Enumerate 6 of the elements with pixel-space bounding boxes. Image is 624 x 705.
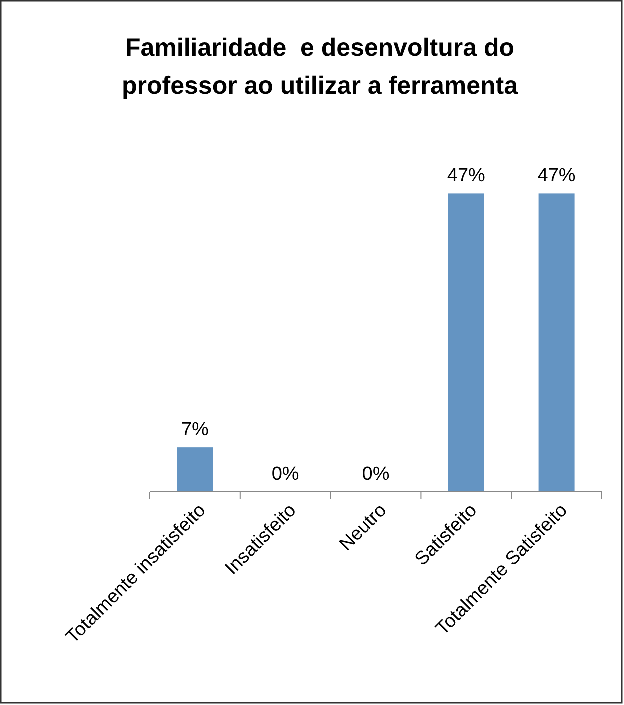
data-label: 0%	[362, 464, 390, 485]
data-label: 47%	[447, 166, 486, 187]
chart-title: Familiaridade e desenvoltura do professor ao utilizar a ferramenta	[122, 34, 520, 100]
data-label: 0%	[272, 464, 300, 485]
data-label: 7%	[181, 420, 210, 441]
data-label: 47%	[538, 166, 576, 187]
